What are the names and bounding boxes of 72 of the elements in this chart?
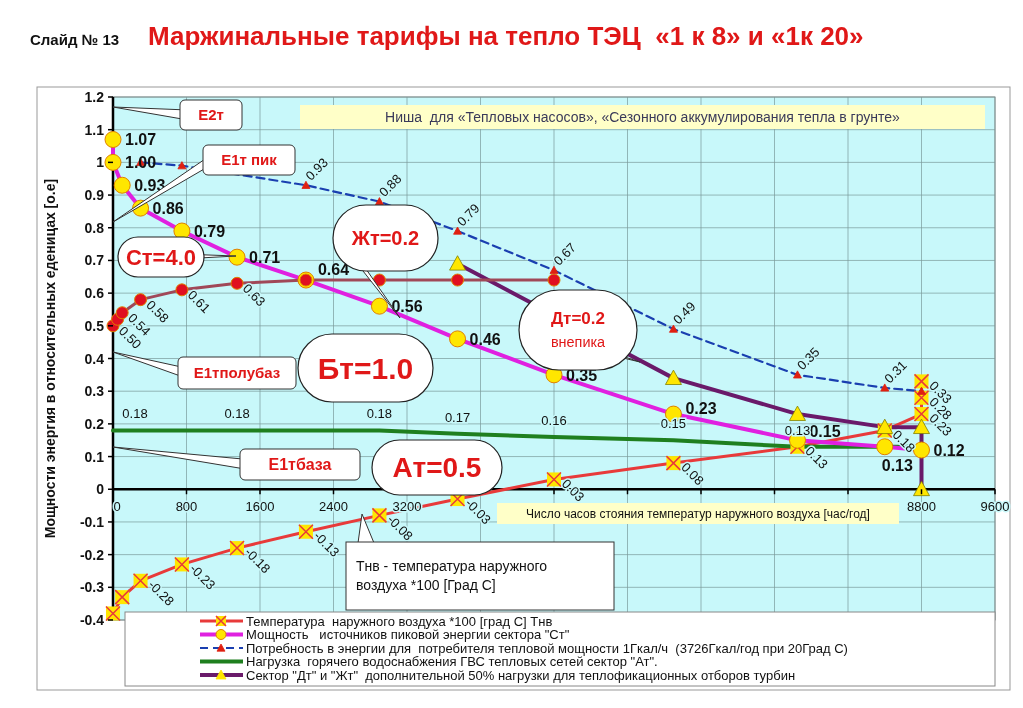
annotation: Ниша для «Тепловых насосов», «Сезонного аккумулирования тепла в грунте»: [385, 108, 901, 125]
x-tick-label: 8800: [907, 499, 936, 515]
data-label: 0.49: [669, 298, 699, 328]
data-label: 0.03: [558, 475, 588, 505]
data-label: 0.18: [122, 406, 148, 422]
y-tick-label: 0.4: [84, 350, 105, 367]
data-label: -0.08: [384, 511, 416, 544]
data-label: 0.46: [469, 330, 501, 348]
legend-label: Температура наружного воздуха *100 [град С] Тнв: [246, 613, 553, 629]
x-axis-title: Число часов стояния температур наружного воздуха [час/год]: [526, 507, 870, 521]
data-label: 0.93: [302, 154, 331, 184]
data-label: 0.15: [809, 423, 841, 441]
y-axis-title: Мощности энергия в относительных еденицах [о.е]: [42, 178, 58, 539]
y-tick-label: 0.9: [84, 187, 105, 204]
y-tick-label: -0.4: [79, 612, 105, 628]
data-label: 0.63: [239, 280, 269, 310]
y-tick-label: 0.2: [84, 415, 105, 432]
data-label: 0.71: [249, 249, 281, 267]
annotation: Тнв - температура наружного воздуха *100 [Град С]: [356, 558, 548, 594]
chart-title: Маржинальные тарифы на тепло ТЭЦ «1 к 8» и «1к 20»: [148, 21, 864, 51]
annotation: Е2т: [198, 106, 224, 124]
y-tick-label: 1.1: [84, 121, 105, 138]
y-tick-label: 1: [96, 154, 105, 171]
data-label: 0.18: [889, 426, 919, 456]
data-label: 0.79: [454, 200, 483, 230]
y-tick-label: -0.3: [79, 579, 105, 596]
annotation: Е1т пик: [221, 151, 278, 169]
data-label: -0.23: [186, 560, 219, 593]
annotation: Е1тбаза: [268, 456, 332, 474]
y-tick-label: 0.8: [84, 219, 105, 236]
data-label: 0.64: [317, 261, 350, 279]
chart-subtitle: Слайд № 13: [30, 31, 120, 48]
annotation: Бт=1.0: [317, 351, 414, 385]
annotation: Жт=0.2: [350, 227, 420, 249]
annotation: Дт=0.2 внепика: [550, 309, 607, 351]
data-label: 0.31: [881, 357, 910, 387]
x-tick-label: 9600: [980, 499, 1010, 515]
data-label: 0.13: [802, 443, 831, 472]
legend-label: Потребность в энергии для потребителя тепловой мощности 1Гкал/ч (3726Гкал/год при 20Град С): [246, 640, 848, 656]
y-tick-label: 0.1: [84, 448, 105, 465]
y-tick-label: 1.2: [84, 89, 105, 105]
data-label: 0.56: [391, 298, 423, 316]
y-tick-label: 0.6: [84, 285, 105, 302]
data-label: 0.15: [660, 416, 687, 432]
data-label: 0.18: [224, 406, 250, 422]
data-label: 1.07: [125, 131, 157, 149]
data-label: 1.00: [125, 154, 157, 172]
y-tick-label: 0.3: [84, 383, 105, 400]
data-label: 0.13: [881, 456, 913, 474]
y-tick-label: 0.7: [84, 252, 105, 269]
data-label: 0.12: [933, 442, 965, 460]
data-label: 0.13: [784, 422, 811, 438]
x-tick-label: 0: [113, 499, 121, 515]
y-tick-label: 0: [96, 481, 105, 498]
y-tick-label: -0.1: [79, 513, 105, 530]
annotation: Ст=4.0: [125, 244, 197, 270]
data-label: 0.86: [152, 200, 184, 218]
annotation: Ат=0.5: [392, 452, 482, 484]
data-label: 0.17: [444, 409, 471, 425]
data-label: 0.23: [685, 400, 717, 418]
data-label: 0.16: [541, 412, 567, 428]
annotation: Е1тполубаз: [193, 364, 281, 382]
data-label: 0.18: [366, 406, 393, 422]
x-tick-label: 2400: [319, 499, 348, 515]
data-label: 0.08: [678, 459, 707, 489]
data-label: 0.79: [193, 223, 226, 241]
y-tick-label: 0.5: [84, 317, 105, 334]
x-tick-label: 800: [175, 499, 198, 515]
y-tick-label: -0.2: [79, 546, 105, 563]
data-label: 0.88: [375, 171, 405, 200]
data-label: 0.67: [550, 239, 580, 269]
x-tick-label: 1600: [245, 499, 275, 515]
